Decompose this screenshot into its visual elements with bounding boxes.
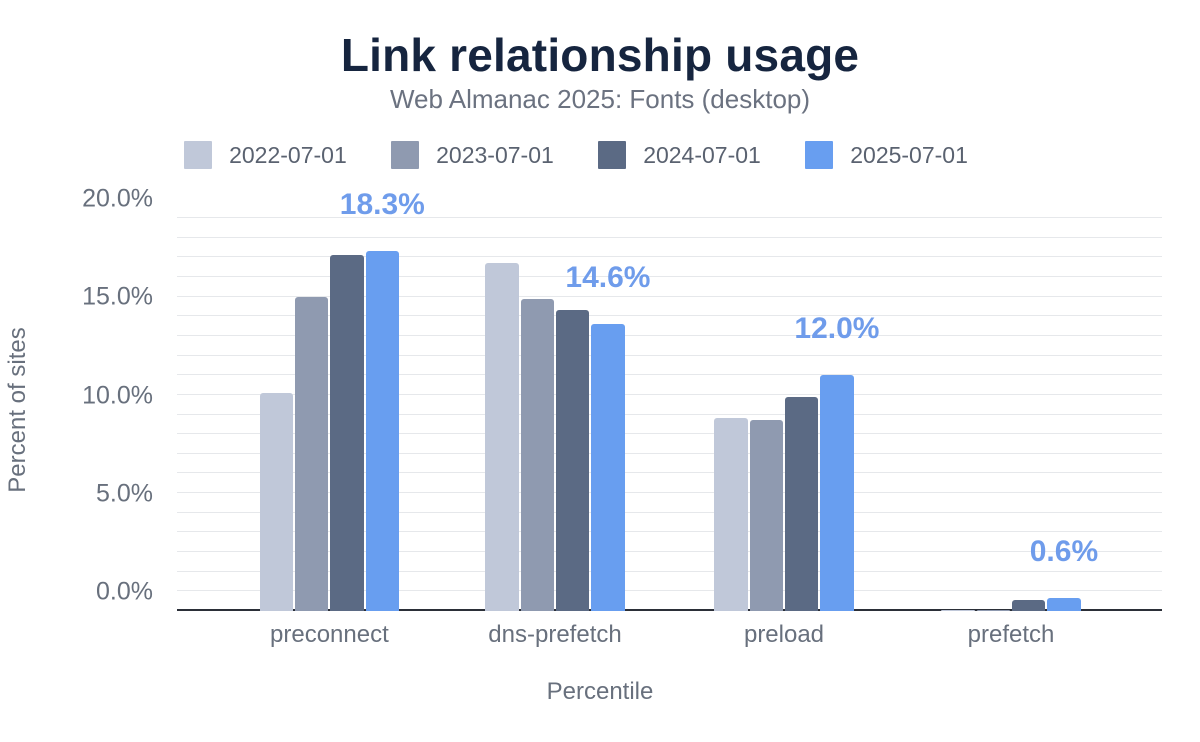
svg-text:Percent of sites: Percent of sites — [4, 327, 31, 492]
